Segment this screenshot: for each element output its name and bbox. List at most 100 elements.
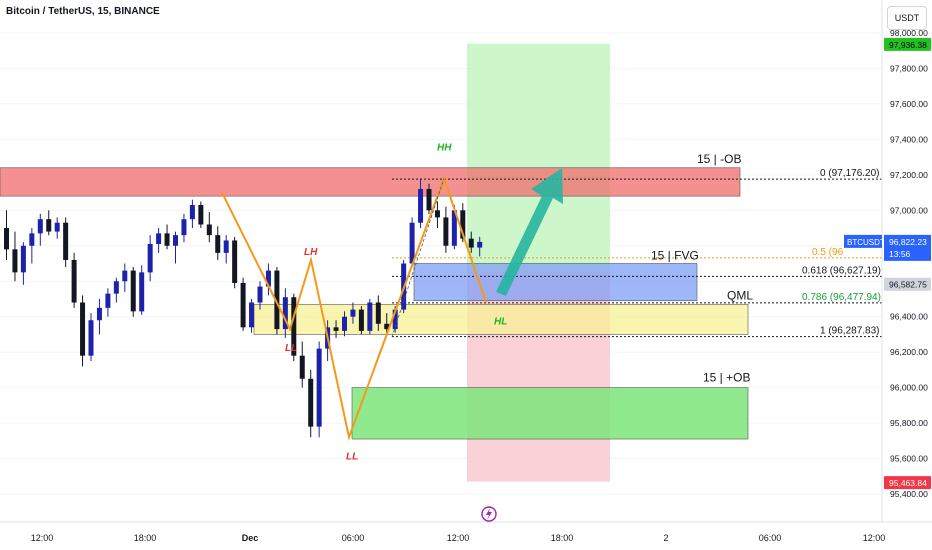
candle-body [20,245,26,273]
candle-body [477,241,483,248]
candle-body [358,309,364,331]
candle-body [240,283,246,328]
y-tick-label: 97,600.00 [890,99,928,109]
candle-body [291,297,297,356]
projection-arrow [496,168,563,296]
candle-body [139,272,145,312]
candle-body [63,222,69,260]
candle-body [173,235,178,246]
candle-body [122,270,128,282]
entry-price-tag-bg [884,277,931,291]
zone-target [467,43,610,271]
swing-label: HH [437,142,452,153]
x-tick-label: 12:00 [31,533,54,543]
candle-body [443,217,449,246]
zone--ob [351,387,749,440]
swing-label: HL [494,317,507,328]
stop-price-tag-bg [884,476,931,490]
currency-selector[interactable]: USDT [887,6,927,30]
x-tick-label: Dec [242,533,259,543]
countdown-text: 13:56 [889,249,911,259]
candle-body [12,249,18,273]
candle-body [265,270,271,287]
candle-body [342,316,347,331]
candle-body [468,238,474,248]
y-tick-label: 97,000.00 [890,205,928,215]
candle-body [71,259,77,303]
candle-body [434,210,440,218]
lightning-glyph [486,508,492,520]
candle-body [105,293,111,308]
zone-label: 15 | +OB [703,371,750,385]
chart-title: Bitcoin / TetherUS, 15, BINANCE [6,6,160,17]
y-tick-label: 97,200.00 [890,170,928,180]
candle-body [367,302,373,331]
y-tick-label: 96,000.00 [890,383,928,393]
candle-body [384,323,390,330]
swing-label: LL [285,343,297,354]
fib-label: 0.618 (96,627.19) [802,265,881,276]
y-tick-label: 97,400.00 [890,134,928,144]
candle-body [257,286,263,303]
y-tick-label: 97,800.00 [890,63,928,73]
x-tick-label: 06:00 [759,533,782,543]
candle-body [80,302,86,356]
candle-body [88,320,94,356]
candle-body [29,233,35,246]
symbol-tag-bg [844,234,882,248]
x-tick-label: 2 [663,533,668,543]
zone--ob [0,167,741,197]
candle-body [4,228,9,250]
zone--fvg [413,263,698,302]
candle-body [460,210,466,239]
candle-body [113,281,119,294]
candle-body [375,302,381,324]
candle-body [249,302,255,328]
candle-body [147,243,153,273]
candle-body [451,210,457,246]
fib-label: 0.5 (96 [812,247,844,258]
candle-body [392,309,398,330]
candle-body [46,219,52,232]
candle-body [181,219,187,236]
zone-label: 15 | -OB [697,152,741,166]
zone-stop [467,270,610,482]
fib-label: 1 (96,287.83) [820,326,880,337]
x-tick-label: 06:00 [342,533,365,543]
zigzag-line [221,175,487,441]
x-tick-label: 18:00 [551,533,574,543]
y-tick-label: 95,400.00 [890,489,928,499]
swing-label: LL [346,451,358,462]
fib-label: 0.786 (96,477.94) [802,292,881,303]
y-tick-label: 96,400.00 [890,312,928,322]
candle-body [54,222,60,232]
target-price-tag-bg [884,37,931,51]
fib-label: 0 (97,176.20) [820,168,880,179]
x-tick-label: 12:00 [863,533,886,543]
x-tick-label: 12:00 [447,533,470,543]
candle-body [164,233,170,246]
y-tick-label: 96,200.00 [890,347,928,357]
candle-body [282,297,288,330]
candle-body [274,270,280,330]
candle-body [426,189,432,211]
x-tick-label: 18:00 [134,533,157,543]
current-price-tag-bg [884,234,931,261]
stop-price-text: 95,463.84 [889,478,927,488]
target-price-text: 97,936.38 [889,40,927,50]
candle-body [232,240,238,284]
candle-body [308,378,314,427]
y-tick-label: 95,800.00 [890,418,928,428]
zone-label: 15 | FVG [651,249,699,263]
y-tick-label: 95,600.00 [890,454,928,464]
candle-body [156,233,162,244]
candle-body [316,348,322,427]
fib-anchor-line [391,178,445,337]
y-tick-label: 98,000.00 [890,28,928,38]
candle-body [409,222,415,264]
candle-body [189,204,195,220]
candle-body [96,307,102,321]
candle-body [206,224,212,236]
candle-body [130,270,136,312]
